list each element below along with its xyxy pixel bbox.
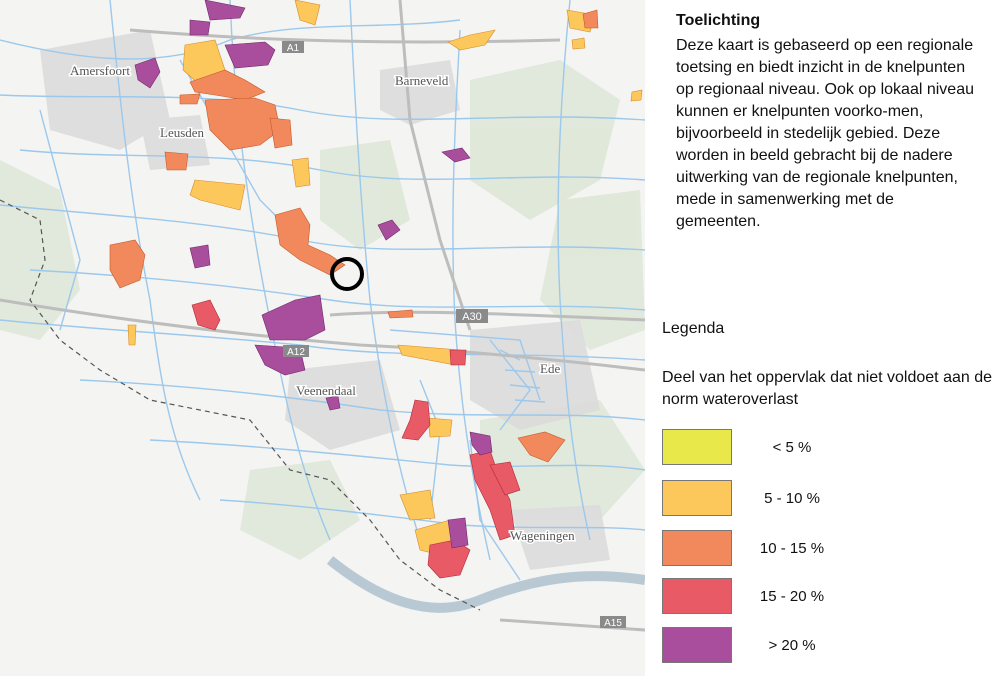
legend-item-5-10: 5 - 10 % — [662, 480, 962, 518]
roads — [0, 0, 645, 632]
road-shield-a1: A1 — [282, 41, 304, 54]
area-gt20[interactable] — [134, 0, 493, 549]
legend-item-gt20: > 20 % — [662, 627, 962, 665]
legend-title: Legenda — [662, 320, 725, 337]
panel-text: Deze kaart is gebaseerd op een regionale… — [676, 37, 974, 230]
legend-swatch-10-15 — [662, 530, 732, 566]
legend-swatch-15-20 — [662, 578, 732, 614]
water-network — [0, 0, 645, 581]
legend-subtitle: Deel van het oppervlak dat niet voldoet … — [662, 369, 993, 408]
legend-label-10-15: 10 - 15 % — [759, 540, 825, 557]
panel-title: Toelichting — [676, 12, 761, 29]
legend-label-15-20: 15 - 20 % — [759, 588, 825, 605]
place-label-ede: Ede — [540, 361, 560, 376]
svg-text:A12: A12 — [287, 347, 305, 358]
province-boundary — [0, 199, 481, 611]
legend-label-gt20: > 20 % — [768, 637, 816, 654]
svg-text:A1: A1 — [287, 43, 300, 54]
legend-label-lt5: < 5 % — [772, 439, 812, 456]
legend-item-10-15: 10 - 15 % — [662, 530, 962, 568]
place-label-leusden: Leusden — [160, 125, 205, 140]
river — [326, 556, 645, 613]
road-shield-a30: A30 — [456, 309, 488, 323]
area-15-20[interactable] — [191, 299, 521, 579]
info-panel: Toelichting Deze kaart is gebaseerd op e… — [645, 0, 997, 676]
legend-item-lt5: < 5 % — [662, 429, 962, 467]
map[interactable]: A1 A30 A12 A15 Amersfoort Barneveld Leus… — [0, 0, 645, 676]
legend-item-15-20: 15 - 20 % — [662, 578, 962, 616]
forest-areas — [0, 60, 645, 560]
svg-text:A15: A15 — [604, 618, 622, 629]
place-label-wageningen: Wageningen — [510, 528, 575, 543]
legend-swatch-5-10 — [662, 480, 732, 516]
legend-label-5-10: 5 - 10 % — [764, 490, 820, 507]
place-label-amersfoort: Amersfoort — [70, 63, 130, 78]
road-shield-a15: A15 — [600, 616, 626, 629]
place-label-veenendaal: Veenendaal — [296, 383, 356, 398]
location-marker[interactable] — [330, 257, 364, 291]
place-label-barneveld: Barneveld — [395, 73, 449, 88]
road-shield-a12: A12 — [283, 345, 309, 358]
legend-swatch-gt20 — [662, 627, 732, 663]
area-10-15[interactable] — [109, 9, 599, 463]
svg-text:A30: A30 — [462, 311, 482, 323]
legend-swatch-lt5 — [662, 429, 732, 465]
